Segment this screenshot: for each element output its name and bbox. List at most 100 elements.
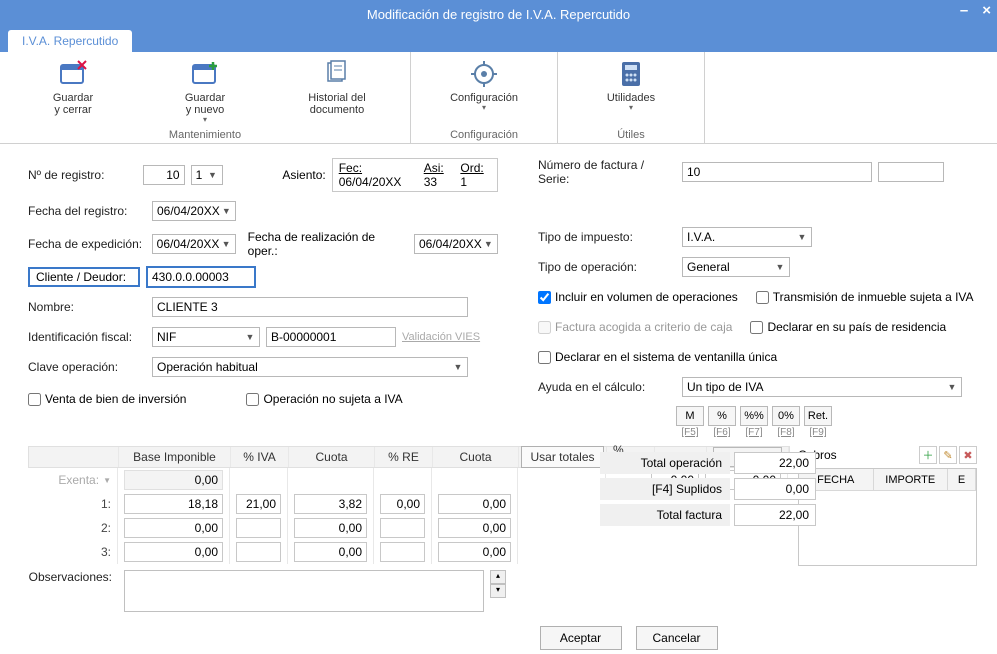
save-close-icon [57, 58, 89, 90]
save-new-button[interactable]: Guardar y nuevo ▾ [142, 56, 268, 124]
nregistro-label: Nº de registro: [28, 168, 137, 182]
obs-textarea[interactable] [124, 570, 484, 612]
document-history-icon [321, 58, 353, 90]
calculator-icon [615, 58, 647, 90]
gear-icon [468, 58, 500, 90]
total-op-label: Total operación [600, 452, 730, 474]
total-op-value: 22,00 [734, 452, 816, 474]
chevron-down-icon: ▼ [220, 206, 233, 216]
suplidos-value: 0,00 [734, 478, 816, 500]
re-input[interactable] [380, 542, 425, 562]
chevron-down-icon: ▼ [206, 170, 220, 180]
exenta-base-input[interactable] [124, 470, 223, 490]
fecha-registro-label: Fecha del registro: [28, 204, 146, 218]
save-close-label: Guardar y cerrar [14, 92, 132, 116]
cobros-table: FECHA IMPORTE E [798, 468, 977, 566]
scroll-down-icon[interactable]: ▾ [490, 584, 506, 598]
tab-strip: I.V.A. Repercutido [0, 28, 997, 52]
history-button[interactable]: Historial del documento [274, 56, 400, 118]
base-input[interactable] [124, 494, 223, 514]
tipo-imp-label: Tipo de impuesto: [538, 230, 676, 244]
f8-hint: [F8] [772, 427, 800, 438]
op-no-sujeta-checkbox[interactable]: Operación no sujeta a IVA [246, 392, 402, 406]
transmision-checkbox[interactable]: Transmisión de inmueble sujeta a IVA [756, 290, 974, 304]
fecha-registro-input[interactable]: 06/04/20XX▼ [152, 201, 236, 221]
clave-combo[interactable]: Operación habitual▼ [152, 357, 468, 377]
ventanilla-checkbox[interactable]: Declarar en el sistema de ventanilla úni… [538, 350, 777, 364]
cuota2-input[interactable] [438, 494, 511, 514]
delete-cobro-icon[interactable]: ✖ [959, 446, 977, 464]
ribbon-group-utils: Útiles [617, 127, 645, 141]
base-input[interactable] [124, 518, 223, 538]
config-button[interactable]: Configuración ▾ [421, 56, 547, 112]
ident-label: Identificación fiscal: [28, 330, 146, 344]
edit-cobro-icon[interactable]: ✎ [939, 446, 957, 464]
ribbon-group-maintenance: Mantenimiento [169, 127, 241, 141]
nombre-input[interactable] [152, 297, 468, 317]
mini-pctpct-button[interactable]: %% [740, 406, 768, 426]
cuota2-input[interactable] [438, 542, 511, 562]
incluir-vol-checkbox[interactable]: Incluir en volumen de operaciones [538, 290, 738, 304]
chevron-down-icon: ▼ [795, 232, 809, 242]
title-bar: Modificación de registro de I.V.A. Reper… [0, 0, 997, 28]
serie-input[interactable] [878, 162, 944, 182]
save-close-button[interactable]: Guardar y cerrar [10, 56, 136, 118]
ident-type-combo[interactable]: NIF▼ [152, 327, 260, 347]
mini-ret-button[interactable]: Ret. [804, 406, 832, 426]
minimize-icon[interactable]: – [960, 2, 968, 19]
cliente-button[interactable]: Cliente / Deudor: [28, 267, 140, 287]
ayuda-label: Ayuda en el cálculo: [538, 380, 676, 394]
mini-pct-button[interactable]: % [708, 406, 736, 426]
chevron-down-icon: ▼ [773, 262, 787, 272]
tab-iva-repercutido[interactable]: I.V.A. Repercutido [8, 30, 132, 52]
chevron-down-icon: ▼ [482, 239, 495, 249]
re-input[interactable] [380, 494, 425, 514]
tipo-op-label: Tipo de operación: [538, 260, 676, 274]
fecha-exped-input[interactable]: 06/04/20XX▼ [152, 234, 236, 254]
grid-row: 3: [28, 540, 790, 564]
add-cobro-icon[interactable]: ＋ [919, 446, 937, 464]
cuota-input[interactable] [294, 518, 367, 538]
iva-input[interactable] [236, 518, 281, 538]
mini-0pct-button[interactable]: 0% [772, 406, 800, 426]
iva-input[interactable] [236, 542, 281, 562]
history-label: Historial del documento [278, 92, 396, 116]
criterio-caja-checkbox: Factura acogida a criterio de caja [538, 320, 732, 334]
obs-label: Observaciones: [28, 570, 118, 584]
base-input[interactable] [124, 542, 223, 562]
f7-hint: [F7] [740, 427, 768, 438]
fecha-realiz-label: Fecha de realización de oper.: [248, 230, 408, 258]
f9-hint: [F9] [804, 427, 832, 438]
save-new-icon [189, 58, 221, 90]
mini-m-button[interactable]: M [676, 406, 704, 426]
venta-inversion-checkbox[interactable]: Venta de bien de inversión [28, 392, 186, 406]
fecha-realiz-input[interactable]: 06/04/20XX▼ [414, 234, 498, 254]
usar-totales-button[interactable]: Usar totales [521, 446, 604, 468]
f6-hint: [F6] [708, 427, 736, 438]
scroll-up-icon[interactable]: ▴ [490, 570, 506, 584]
nfactura-input[interactable] [682, 162, 872, 182]
iva-input[interactable] [236, 494, 281, 514]
cuota-input[interactable] [294, 494, 367, 514]
chevron-down-icon: ▼ [103, 476, 111, 485]
window-title: Modificación de registro de I.V.A. Reper… [367, 7, 630, 22]
cuota-input[interactable] [294, 542, 367, 562]
nregistro-sub-combo[interactable]: 1▼ [191, 165, 223, 185]
chevron-down-icon: ▾ [203, 118, 207, 122]
tipo-op-combo[interactable]: General▼ [682, 257, 790, 277]
re-input[interactable] [380, 518, 425, 538]
cliente-input[interactable] [146, 266, 256, 288]
total-fac-label: Total factura [600, 504, 730, 526]
declarar-pais-checkbox[interactable]: Declarar en su país de residencia [750, 320, 946, 334]
tipo-imp-combo[interactable]: I.V.A.▼ [682, 227, 812, 247]
cuota2-input[interactable] [438, 518, 511, 538]
cancel-button[interactable]: Cancelar [636, 626, 718, 650]
ok-button[interactable]: Aceptar [540, 626, 622, 650]
close-icon[interactable]: × [982, 2, 991, 19]
ident-value-input[interactable] [266, 327, 396, 347]
asiento-link[interactable]: Fec: 06/04/20XX Asi: 33 Ord: 1 [332, 158, 498, 192]
ayuda-combo[interactable]: Un tipo de IVA▼ [682, 377, 962, 397]
utilities-button[interactable]: Utilidades ▾ [568, 56, 694, 112]
nregistro-input[interactable] [143, 165, 185, 185]
clave-label: Clave operación: [28, 360, 146, 374]
